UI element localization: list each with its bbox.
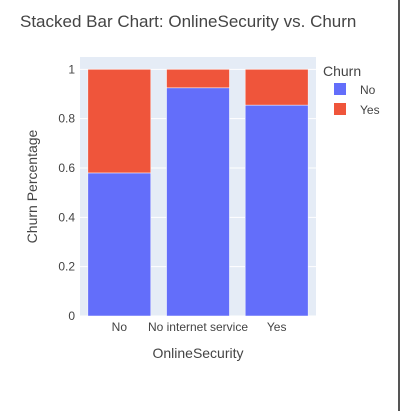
bar-yes-1 — [166, 69, 230, 89]
bar-yes-0 — [87, 69, 152, 174]
legend-swatch-yes — [334, 103, 346, 115]
x-tick-label: No internet service — [148, 320, 248, 334]
x-tick-label: No — [112, 320, 128, 334]
y-tick-label: 1 — [68, 62, 75, 76]
bar-yes-2 — [244, 69, 309, 106]
legend-label-yes: Yes — [360, 103, 380, 117]
y-axis-ticks: 0 0.2 0.4 0.6 0.8 1 — [58, 62, 75, 323]
legend-label-no: No — [360, 83, 376, 97]
bar-no-1 — [166, 87, 230, 317]
y-tick-label: 0.4 — [58, 210, 75, 224]
legend: Churn No Yes — [323, 63, 380, 117]
y-axis-label: Churn Percentage — [24, 129, 40, 243]
y-tick-label: 0.8 — [58, 112, 75, 126]
chart-title: Stacked Bar Chart: OnlineSecurity vs. Ch… — [20, 12, 356, 31]
legend-title: Churn — [323, 63, 361, 79]
window-edge-divider — [398, 0, 400, 411]
y-tick-label: 0 — [68, 309, 75, 323]
bar-no-2 — [244, 104, 309, 317]
x-axis-ticks: No No internet service Yes — [112, 320, 287, 334]
bars — [87, 69, 309, 317]
bar-no-0 — [87, 172, 152, 317]
y-tick-label: 0.6 — [58, 161, 75, 175]
x-tick-label: Yes — [267, 320, 287, 334]
x-axis-label: OnlineSecurity — [152, 345, 243, 361]
y-tick-label: 0.2 — [58, 260, 75, 274]
legend-swatch-no — [334, 83, 346, 95]
